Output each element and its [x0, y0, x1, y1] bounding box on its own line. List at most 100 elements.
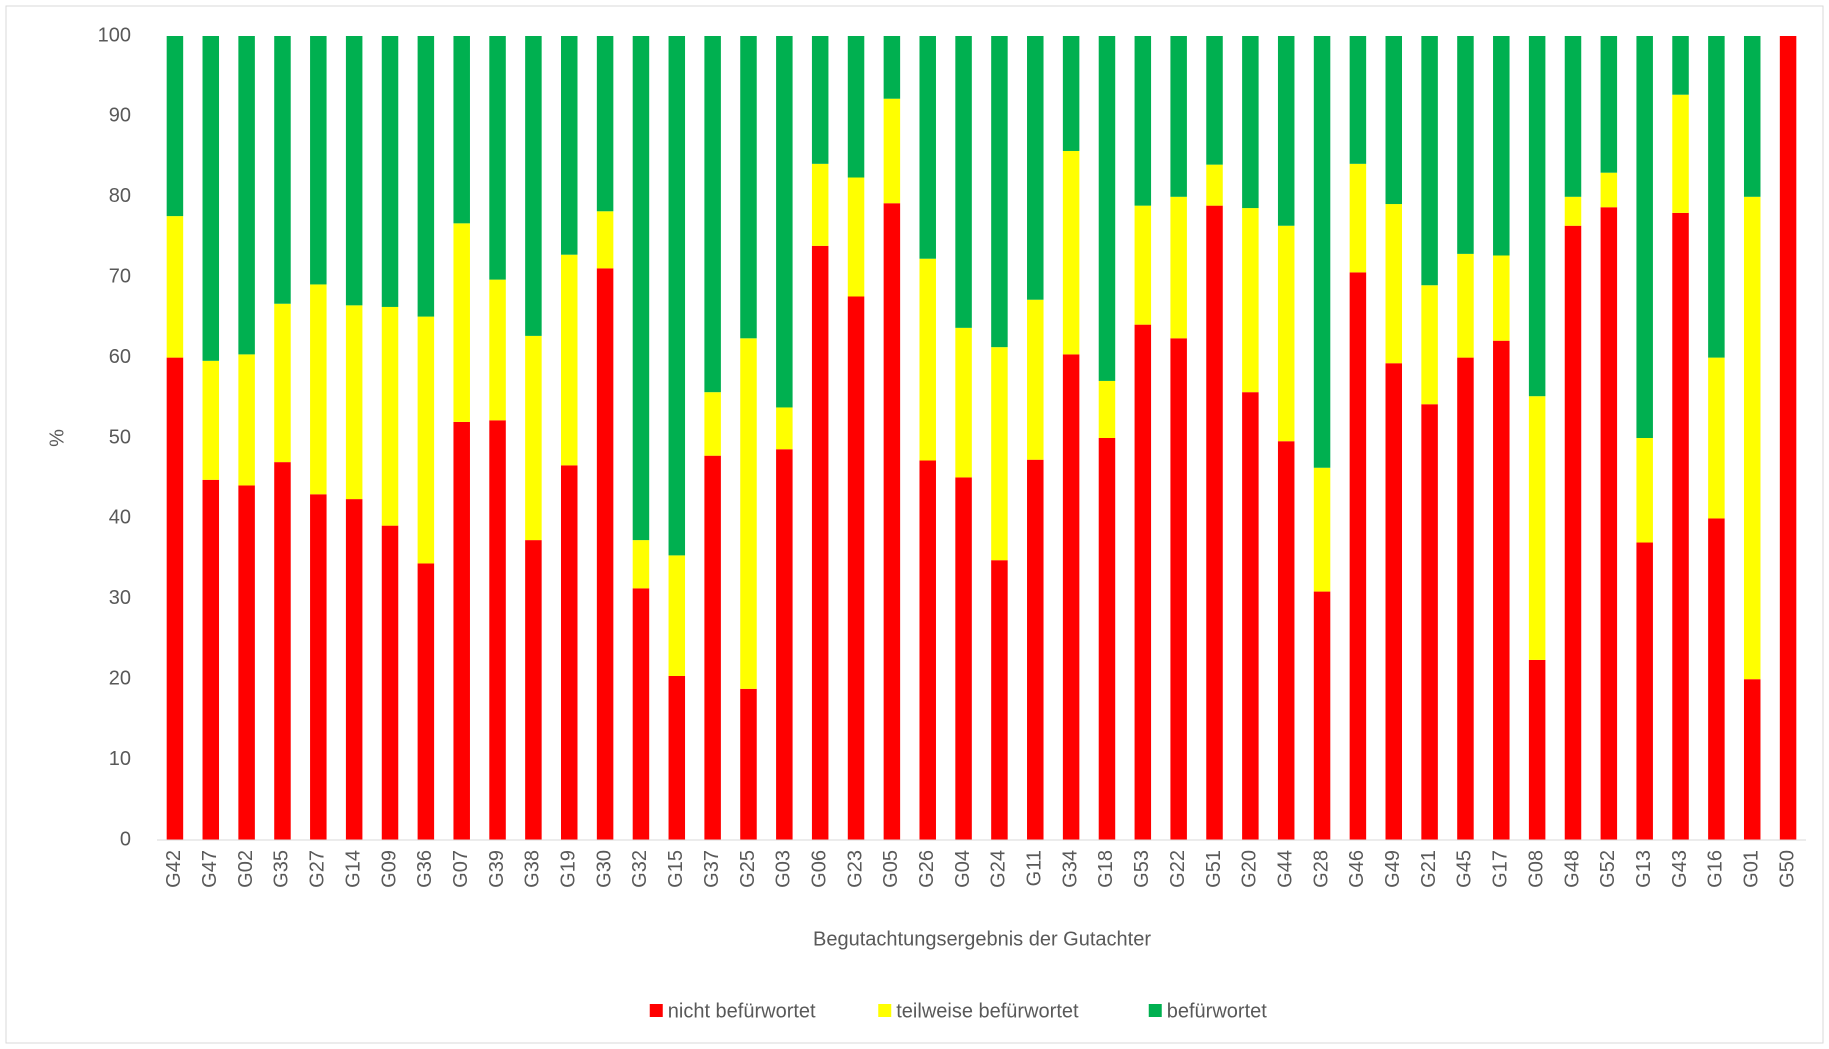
- bar-segment: [883, 36, 901, 99]
- bar-segment: [704, 36, 721, 393]
- bar-segment: [1242, 208, 1259, 393]
- bar-segment: [847, 36, 865, 178]
- bar-segment: [310, 36, 327, 285]
- legend-label: teilweise befürwortet: [896, 1000, 1079, 1022]
- bar-segment: [1708, 357, 1725, 519]
- x-tick-label: G18: [1095, 850, 1117, 888]
- bar-segment: [811, 36, 829, 164]
- bar-segment: [345, 36, 363, 306]
- bar-segment: [1170, 36, 1187, 197]
- bar-segment: [1600, 207, 1618, 840]
- bar-segment: [668, 555, 686, 676]
- bar-segment: [381, 306, 399, 526]
- y-tick-label: 70: [109, 265, 131, 287]
- y-tick-label: 90: [109, 105, 131, 127]
- bar-segment: [166, 36, 184, 217]
- chart-border: [5, 5, 1824, 1044]
- bar-segment: [238, 36, 255, 355]
- bar-segment: [919, 36, 936, 259]
- x-tick-label: G17: [1490, 850, 1512, 888]
- x-tick-label: G34: [1059, 850, 1081, 888]
- x-tick-label: G37: [701, 850, 723, 888]
- y-tick-label: 0: [120, 828, 131, 850]
- legend-swatch: [1148, 1004, 1162, 1017]
- bar-segment: [1600, 36, 1618, 173]
- bar-segment: [955, 477, 972, 840]
- bar-segment: [1098, 36, 1116, 381]
- x-tick-label: G46: [1346, 850, 1368, 888]
- bar-segment: [525, 335, 542, 541]
- x-tick-label: G01: [1741, 850, 1763, 888]
- bar-segment: [991, 36, 1008, 348]
- bar-segment: [883, 98, 901, 204]
- x-tick-label: G26: [916, 850, 938, 888]
- x-tick-label: G22: [1167, 850, 1189, 888]
- bar-segment: [1170, 196, 1187, 339]
- bar-segment: [1743, 36, 1761, 197]
- bar-segment: [1743, 679, 1761, 840]
- bar-segment: [525, 36, 542, 336]
- bar-segment: [919, 460, 936, 840]
- bar-segment: [202, 36, 220, 361]
- bar-segment: [238, 354, 255, 486]
- legend-swatch: [878, 1004, 892, 1017]
- x-tick-label: G11: [1024, 850, 1046, 886]
- bar-segment: [847, 177, 865, 297]
- bar-segment: [1313, 36, 1331, 468]
- bar-segment: [1062, 36, 1080, 151]
- x-tick-label: G14: [342, 850, 364, 888]
- legend-label: befürwortet: [1167, 1000, 1267, 1022]
- bar-segment: [596, 211, 614, 269]
- bar-segment: [1134, 205, 1152, 325]
- bar-segment: [1421, 285, 1438, 405]
- bar-segment: [525, 540, 542, 840]
- x-tick-label: G36: [414, 850, 436, 888]
- bar-segment: [811, 163, 829, 246]
- x-tick-label: G28: [1310, 850, 1332, 888]
- x-tick-label: G32: [629, 850, 651, 888]
- bar-segment: [1564, 225, 1582, 840]
- bar-segment: [202, 479, 220, 840]
- y-axis-title: %: [46, 429, 68, 447]
- bar-segment: [1349, 272, 1367, 841]
- bar-segment: [1421, 404, 1438, 840]
- bar-segment: [417, 563, 435, 840]
- bar-segment: [1134, 324, 1152, 840]
- y-tick-label: 100: [98, 24, 131, 46]
- y-tick-label: 80: [109, 185, 131, 207]
- x-tick-label: G35: [271, 850, 293, 888]
- bar-segment: [883, 203, 901, 840]
- x-tick-label: G20: [1239, 850, 1261, 888]
- bar-segment: [1528, 36, 1546, 397]
- bar-segment: [1098, 438, 1116, 840]
- x-tick-label: G04: [952, 850, 974, 888]
- bar-segment: [166, 216, 184, 358]
- bar-segment: [1385, 36, 1402, 205]
- bar-segment: [1098, 380, 1116, 438]
- x-tick-label: G42: [163, 850, 185, 888]
- bar-segment: [1206, 36, 1223, 165]
- x-tick-label: G38: [522, 850, 544, 888]
- y-tick-label: 60: [109, 346, 131, 368]
- bar-segment: [596, 268, 614, 841]
- bar-segment: [776, 449, 793, 840]
- x-tick-label: G51: [1203, 850, 1225, 888]
- bar-segment: [776, 36, 793, 408]
- x-axis-title: Begutachtungsergebnis der Gutachter: [813, 928, 1151, 950]
- bar-segment: [202, 360, 220, 480]
- bar-segment: [740, 688, 757, 840]
- x-tick-label: G02: [235, 850, 257, 888]
- bar-segment: [596, 36, 614, 212]
- bar-segment: [1242, 36, 1259, 209]
- x-tick-label: G08: [1525, 850, 1547, 888]
- bar-segment: [740, 338, 757, 689]
- bar-segment: [1349, 36, 1367, 164]
- bar-segment: [1600, 172, 1618, 208]
- bar-segment: [1528, 396, 1546, 660]
- bar-segment: [668, 675, 686, 840]
- bar-segment: [1313, 591, 1331, 840]
- bar-segment: [1636, 438, 1653, 543]
- bar-segment: [453, 421, 470, 840]
- bar-segment: [1672, 94, 1689, 213]
- bar-segment: [1349, 163, 1367, 273]
